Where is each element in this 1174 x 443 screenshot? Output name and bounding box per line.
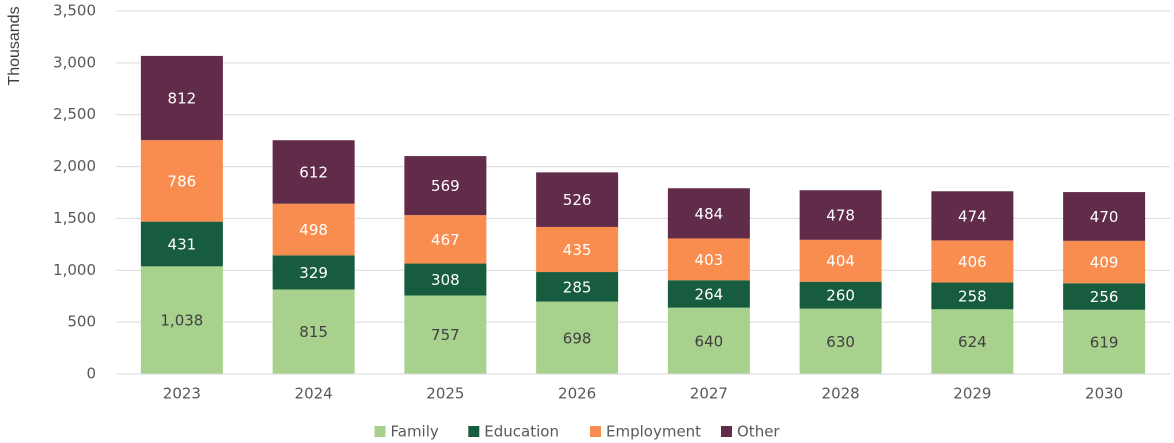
y-tick-label: 1,000 — [53, 261, 96, 279]
data-label: 698 — [563, 329, 592, 347]
data-label: 484 — [695, 205, 724, 223]
data-label: 474 — [958, 207, 987, 225]
data-label: 569 — [431, 177, 460, 195]
legend-swatch — [721, 426, 732, 437]
data-label: 612 — [299, 163, 328, 181]
x-tick-label: 2030 — [1085, 385, 1123, 403]
x-tick-label: 2024 — [295, 385, 333, 403]
data-label: 435 — [563, 241, 592, 259]
legend-swatch — [590, 426, 601, 437]
bar-segment — [667, 238, 750, 281]
bar-segment — [272, 140, 355, 204]
bar-segment — [667, 188, 750, 239]
x-tick-label: 2027 — [690, 385, 728, 403]
legend-swatch — [468, 426, 480, 437]
x-tick-label: 2026 — [558, 385, 596, 403]
legend-label: Family — [391, 423, 439, 441]
legend-label: Other — [737, 423, 780, 441]
data-label: 619 — [1090, 333, 1119, 351]
y-tick-label: 3,000 — [53, 53, 96, 71]
bar-segment — [1063, 192, 1146, 241]
data-label: 1,038 — [160, 312, 203, 330]
bar-segment — [799, 308, 882, 374]
data-label: 526 — [563, 191, 592, 209]
x-tick-label: 2029 — [953, 385, 991, 403]
bar-segment — [140, 140, 223, 222]
data-label: 256 — [1090, 288, 1119, 306]
data-label: 285 — [563, 278, 592, 296]
data-label: 478 — [826, 207, 855, 225]
bar-segment — [140, 221, 223, 267]
bar-segment — [931, 191, 1014, 241]
bar-segment — [1063, 283, 1146, 310]
bar-segment — [536, 226, 619, 273]
data-label: 498 — [299, 221, 328, 239]
y-tick-label: 1,500 — [53, 209, 96, 227]
bar-segment — [404, 215, 487, 264]
bar-segment — [931, 282, 1014, 310]
bar-segment — [1063, 309, 1146, 374]
data-label: 308 — [431, 271, 460, 289]
bar-segment — [140, 55, 223, 141]
data-label: 264 — [695, 285, 724, 303]
data-label: 640 — [695, 332, 724, 350]
data-label: 757 — [431, 326, 460, 344]
data-label: 404 — [826, 252, 855, 270]
bar-segment — [667, 307, 750, 374]
y-tick-label: 2,000 — [53, 157, 96, 175]
y-tick-label: 2,500 — [53, 105, 96, 123]
bar-segment — [272, 203, 355, 256]
legend-label: Education — [484, 423, 559, 441]
bar-segment — [799, 190, 882, 240]
bar-segment — [931, 309, 1014, 374]
bar-segment — [404, 295, 487, 374]
x-tick-label: 2025 — [426, 385, 464, 403]
bar-segment — [272, 255, 355, 290]
data-label: 329 — [299, 264, 328, 282]
x-tick-label: 2023 — [163, 385, 201, 403]
data-label: 258 — [958, 287, 987, 305]
y-tick-label: 3,500 — [53, 2, 96, 20]
bar-segment — [799, 239, 882, 282]
bar-segment — [536, 272, 619, 302]
y-axis-label: Thousands — [6, 6, 23, 85]
data-label: 815 — [299, 323, 328, 341]
bar-segment — [404, 263, 487, 296]
bar-segment — [931, 240, 1014, 283]
data-label: 630 — [826, 333, 855, 351]
bar-segment — [536, 172, 619, 227]
data-label: 470 — [1090, 208, 1119, 226]
bar-segment — [667, 280, 750, 308]
bar-segment — [272, 289, 355, 374]
bar-segment — [1063, 240, 1146, 284]
bar-segment — [799, 281, 882, 309]
bar-segment — [140, 266, 223, 374]
data-label: 431 — [168, 235, 197, 253]
data-label: 406 — [958, 253, 987, 271]
data-label: 812 — [168, 90, 197, 108]
data-label: 403 — [695, 251, 724, 269]
data-label: 260 — [826, 287, 855, 305]
legend-swatch — [374, 426, 386, 437]
data-label: 624 — [958, 333, 987, 351]
legend-label: Employment — [606, 423, 701, 441]
y-tick-label: 500 — [67, 313, 96, 331]
data-label: 467 — [431, 231, 460, 249]
y-tick-label: 0 — [86, 365, 96, 383]
x-tick-label: 2028 — [822, 385, 860, 403]
bar-segment — [404, 156, 487, 216]
bar-segment — [536, 301, 619, 374]
data-label: 409 — [1090, 254, 1119, 272]
data-label: 786 — [168, 172, 197, 190]
